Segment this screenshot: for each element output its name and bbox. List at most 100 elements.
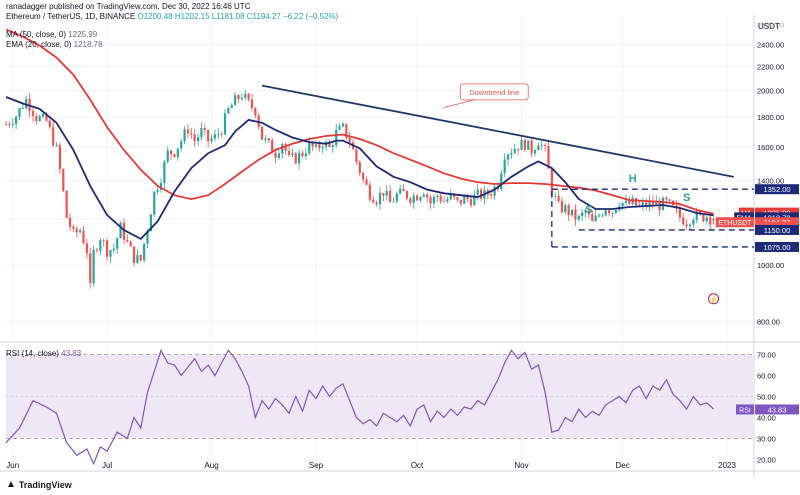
time-tick: Jul <box>102 461 112 470</box>
candle-body <box>661 197 665 211</box>
candle-body <box>685 224 688 227</box>
candle-body <box>503 159 506 174</box>
candle-body <box>237 95 240 100</box>
candle-body <box>412 195 415 203</box>
candle-body <box>109 250 112 257</box>
candle-body <box>244 93 247 98</box>
candle-body <box>648 200 651 207</box>
candle-body <box>38 116 41 122</box>
candle-body <box>402 188 405 192</box>
candle-body <box>55 145 58 146</box>
series-tag-text: ETHUSDT <box>718 220 752 227</box>
candle-body <box>95 249 99 251</box>
chart-header: ranadagger published on TradingView.com,… <box>6 2 338 22</box>
candle-body <box>314 144 318 147</box>
candle-body <box>436 195 439 197</box>
candle-body <box>611 213 614 214</box>
candle-body <box>45 113 48 121</box>
candle-body <box>274 152 277 158</box>
candle-body <box>591 214 594 222</box>
candle-body <box>190 133 193 135</box>
candle-body <box>163 161 166 184</box>
ema-legend[interactable]: EMA (20, close, 0) 1218.78 <box>6 40 103 50</box>
candle-body <box>415 195 419 201</box>
time-tick: Nov <box>514 461 528 470</box>
candle-body <box>490 194 493 196</box>
level-price-tag <box>755 224 799 235</box>
candle-body <box>79 230 82 233</box>
candle-body <box>58 145 62 170</box>
candle-body <box>362 173 365 180</box>
candle-body <box>143 243 146 261</box>
tradingview-logo: ▲ TradingView <box>6 479 72 490</box>
candle-body <box>72 226 75 229</box>
candle-body <box>321 146 324 149</box>
ma-legend-label: MA (50, close, 0) <box>6 30 67 39</box>
candle-body <box>15 116 18 124</box>
ghost-marker-icon: ⚡ <box>709 295 718 304</box>
candle-body <box>655 201 658 205</box>
candle-body <box>544 145 547 146</box>
candle-body <box>92 249 95 284</box>
candle-body <box>146 231 149 244</box>
series-tag <box>715 217 754 228</box>
price-tick: 1600.00 <box>757 143 784 152</box>
candle-body <box>608 210 611 214</box>
main-pane-bg <box>0 15 754 341</box>
price-tick: 1400.00 <box>757 176 784 185</box>
candle-body <box>8 124 11 126</box>
ma-legend-value: 1225.99 <box>68 30 98 39</box>
level-price-text: 1150.00 <box>764 226 791 235</box>
candle-body <box>48 120 51 128</box>
ma-legend[interactable]: MA (50, close, 0) 1225.99 <box>6 30 97 40</box>
candle-body <box>570 209 574 216</box>
rsi-tick: 70.00 <box>757 351 776 360</box>
downtrend-label-box <box>459 83 529 101</box>
candle-body <box>112 248 115 251</box>
candle-body <box>116 238 119 249</box>
candle-body <box>399 188 402 194</box>
candle-body <box>651 200 655 205</box>
candle-body <box>665 197 668 200</box>
candle-body <box>338 126 341 130</box>
rsi-legend-value: 43.83 <box>61 349 82 358</box>
candle-body <box>426 194 429 198</box>
pattern-label: H <box>629 173 637 185</box>
candle-body <box>537 145 540 151</box>
candle-body <box>99 240 102 251</box>
candle-body <box>405 191 409 199</box>
ma-line <box>5 28 714 215</box>
candle-body <box>692 219 695 225</box>
candle-body <box>409 198 412 203</box>
candle-body <box>520 139 523 150</box>
rsi-legend[interactable]: RSI (14, close) 43.83 <box>6 349 81 359</box>
candle-body <box>645 202 648 207</box>
candle-body <box>52 127 55 146</box>
candle-body <box>564 205 567 213</box>
candle-body <box>389 190 392 203</box>
candle-body <box>166 150 169 162</box>
rsi-band <box>6 354 754 439</box>
time-tick: Aug <box>204 461 218 470</box>
candle-body <box>682 217 685 225</box>
candle-body <box>284 144 287 151</box>
candle-body <box>156 189 159 192</box>
candle-body <box>203 127 206 130</box>
candle-body <box>129 241 132 247</box>
candle-body <box>68 217 72 227</box>
candle-body <box>550 168 553 197</box>
candle-body <box>456 197 459 200</box>
candles <box>4 90 715 289</box>
candle-body <box>527 140 530 150</box>
candle-body <box>89 253 92 284</box>
candle-body <box>358 161 361 174</box>
candle-body <box>281 144 284 154</box>
candle-body <box>183 129 186 142</box>
tradingview-logo-icon: ▲ <box>6 479 16 490</box>
candle-body <box>392 201 395 203</box>
candle-body <box>126 239 129 242</box>
price-tick: 2000.00 <box>757 87 784 96</box>
candle-body <box>587 210 590 215</box>
price-labels: 1352.00MA1225.99EMA1218.78ETHUSDT1194.27… <box>715 184 799 415</box>
rsi-tick: 60.00 <box>757 372 776 381</box>
